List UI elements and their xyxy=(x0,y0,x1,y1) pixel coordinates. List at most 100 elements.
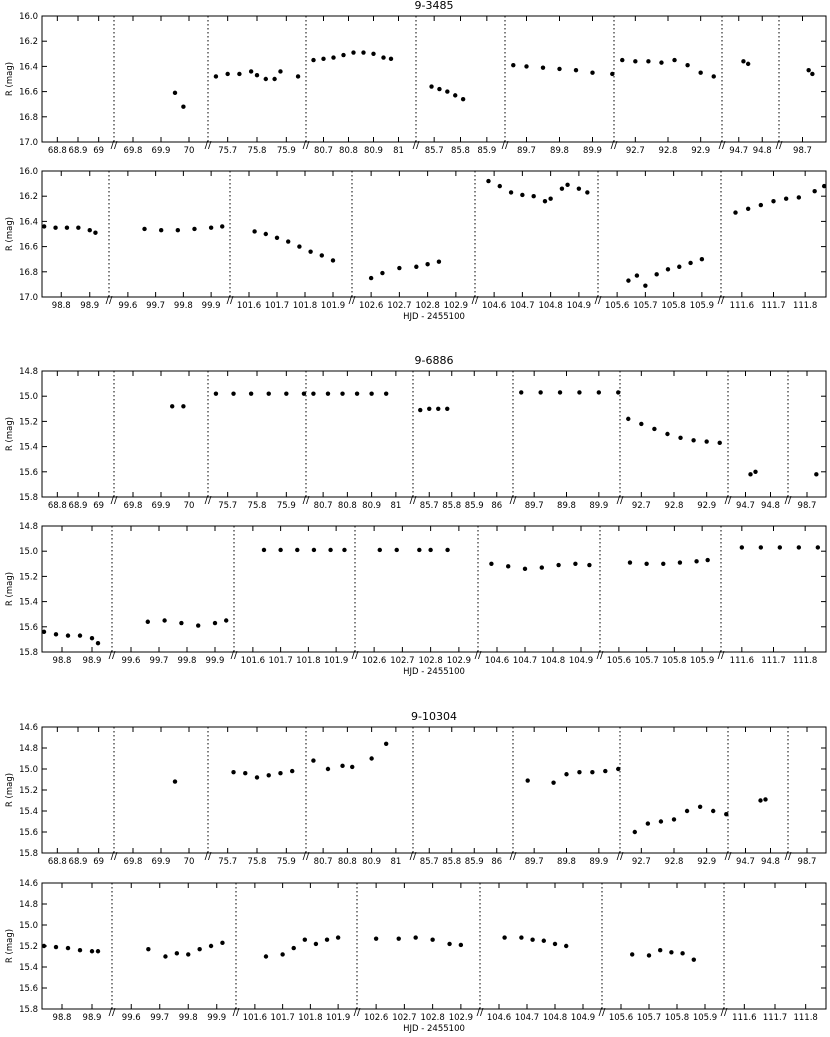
x-tick-label: 85.7 xyxy=(420,501,439,511)
segment-1: 98.8 98.9 xyxy=(41,171,99,311)
axis-break-mark: // xyxy=(106,295,113,306)
x-tick-label: 101.7 xyxy=(268,656,292,666)
data-point xyxy=(295,547,300,553)
data-point xyxy=(172,90,178,96)
segment-4: 80.7 80.8 80.9 81 xyxy=(311,371,401,511)
data-point xyxy=(796,545,802,550)
axis-break-mark: // xyxy=(205,495,212,506)
x-tick-label: 89.9 xyxy=(589,857,608,867)
plot-row-2: 14.6 14.8 15.0 15.2 15.4 15.6 15.8 R (mag) // // /… xyxy=(5,879,827,1034)
x-tick-label: 104.8 xyxy=(541,656,565,666)
x-tick-label: 80.7 xyxy=(314,146,333,156)
y-tick-label: 15.2 xyxy=(19,417,38,427)
data-point xyxy=(661,561,666,566)
axis-break-mark: // xyxy=(617,495,624,506)
x-tick-label: 101.9 xyxy=(321,301,345,311)
data-point xyxy=(741,59,746,64)
axis-break-mark: // xyxy=(721,1007,728,1018)
data-point xyxy=(677,560,683,565)
data-point xyxy=(272,76,277,82)
plot-frame xyxy=(41,15,827,143)
data-point xyxy=(340,763,345,769)
segment-3: 75.7 75.8 75.9 xyxy=(213,371,307,511)
data-point xyxy=(394,547,399,553)
y-tick-label: 16.4 xyxy=(19,217,38,227)
data-point xyxy=(658,948,663,953)
x-tick-label: 99.7 xyxy=(146,301,165,311)
y-tick-label: 15.6 xyxy=(19,984,38,994)
data-point xyxy=(248,69,254,74)
x-tick-label: 94.7 xyxy=(736,857,755,867)
x-tick-label: 92.8 xyxy=(665,857,684,867)
data-point xyxy=(342,547,347,553)
chart-title: 9-10304 xyxy=(411,710,457,723)
x-tick-label: 92.7 xyxy=(632,501,651,511)
axis-break-mark: // xyxy=(410,851,417,862)
data-point xyxy=(174,951,180,956)
x-tick-label: 101.6 xyxy=(241,656,265,666)
x-tick-label: 104.9 xyxy=(567,301,591,311)
segment-4: 102.6 102.7 102.8 102.9 xyxy=(364,883,473,1023)
plot-frame xyxy=(41,726,827,854)
data-point xyxy=(263,954,269,959)
data-point xyxy=(539,565,544,570)
data-point xyxy=(733,210,738,215)
x-tick-label: 98.9 xyxy=(83,656,102,666)
x-tick-label: 99.7 xyxy=(150,1013,169,1023)
data-point xyxy=(396,936,401,941)
data-point xyxy=(76,225,81,230)
data-point xyxy=(821,183,827,189)
y-axis-label: R (mag) xyxy=(5,217,15,251)
data-point xyxy=(321,56,326,62)
data-point xyxy=(429,84,434,89)
data-point xyxy=(658,819,664,824)
segment-1: 98.8 98.9 xyxy=(41,883,101,1023)
x-tick-label: 92.7 xyxy=(632,857,651,867)
segment-1: 68.8 68.9 69 xyxy=(48,727,104,867)
data-point xyxy=(295,74,301,79)
segment-1: 68.8 68.9 69 xyxy=(48,371,104,511)
x-tick-label: 105.7 xyxy=(637,1013,661,1023)
data-point xyxy=(325,391,331,396)
x-tick-label: 85.8 xyxy=(442,501,461,511)
y-tick-label: 14.8 xyxy=(19,522,38,532)
y-tick-label: 15.4 xyxy=(19,598,38,608)
segment-9: 98.7 xyxy=(793,16,815,156)
x-tick-label: 89.8 xyxy=(550,146,569,156)
data-point xyxy=(565,182,570,188)
data-point xyxy=(220,940,225,946)
segment-8: 94.7 94.8 xyxy=(736,727,780,867)
data-point xyxy=(436,259,442,264)
chart-panel-9-3485: 9-3485 16.0 16.2 16.4 16.6 16.8 17.0 R (mag) // /… xyxy=(5,0,827,322)
x-axis-label: HJD - 2455100 xyxy=(403,1024,465,1034)
data-point xyxy=(626,416,631,422)
axis-break-mark: // xyxy=(611,140,618,151)
data-point xyxy=(590,70,595,75)
x-tick-label: 69 xyxy=(93,857,104,867)
y-tick-label: 16.2 xyxy=(19,192,38,202)
x-tick-label: 94.8 xyxy=(761,857,780,867)
data-point xyxy=(577,390,582,395)
x-tick-label: 75.9 xyxy=(277,501,296,511)
x-tick-label: 98.8 xyxy=(53,656,72,666)
data-point xyxy=(213,74,219,79)
data-point xyxy=(616,766,621,772)
data-point xyxy=(777,545,783,550)
segment-3: 75.7 75.8 75.9 xyxy=(218,727,296,867)
data-point xyxy=(559,186,565,191)
data-point xyxy=(361,50,366,55)
y-tick-label: 15.0 xyxy=(19,921,38,931)
x-tick-label: 94.7 xyxy=(736,501,755,511)
x-tick-label: 104.6 xyxy=(485,656,509,666)
data-point xyxy=(520,192,525,198)
data-point xyxy=(460,96,466,102)
x-tick-label: 75.7 xyxy=(218,501,237,511)
y-tick-label: 15.2 xyxy=(19,942,38,952)
x-tick-label: 102.8 xyxy=(420,1013,444,1023)
x-tick-label: 69.8 xyxy=(124,857,143,867)
axis-break-mark: // xyxy=(510,851,517,862)
segment-8: 94.7 94.8 xyxy=(736,371,780,511)
x-tick-label: 101.9 xyxy=(326,1013,350,1023)
x-tick-label: 102.6 xyxy=(362,656,386,666)
y-tick-label: 14.8 xyxy=(19,367,38,377)
